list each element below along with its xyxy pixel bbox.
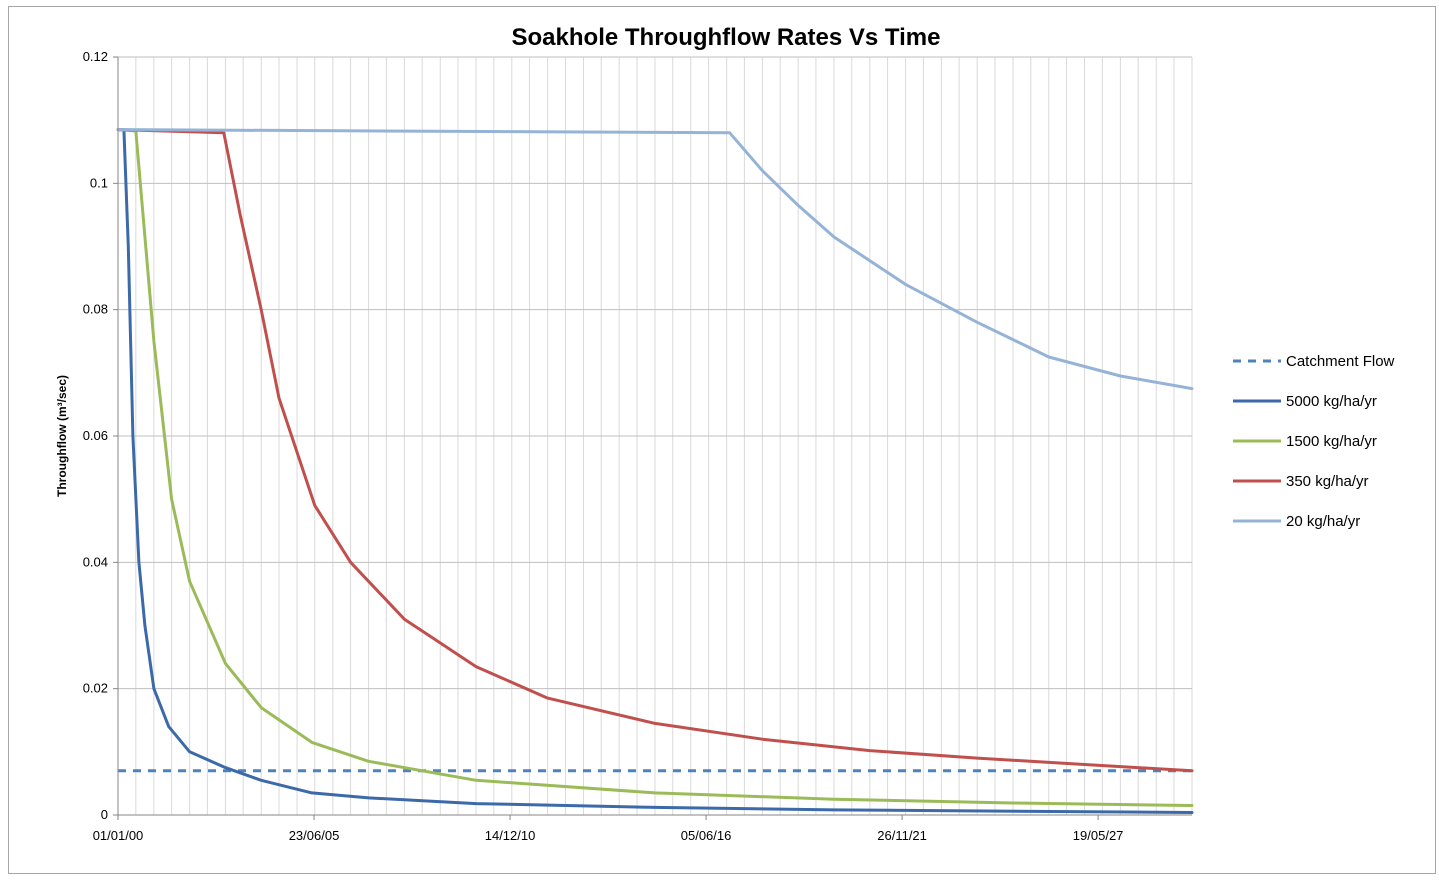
- series-line-3: [116, 128, 1194, 773]
- y-tick-label: 0.02: [83, 681, 108, 696]
- legend: Catchment Flow 5000 kg/ha/yr 1500 kg/ha/yr…: [1233, 353, 1395, 530]
- legend-label-2: 1500 kg/ha/yr: [1286, 433, 1377, 450]
- chart-frame: [8, 6, 1436, 874]
- series-line-2: [116, 128, 1194, 807]
- legend-label-3: 350 kg/ha/yr: [1286, 473, 1369, 490]
- legend-label-4: 20 kg/ha/yr: [1286, 513, 1360, 530]
- y-tick-label: 0: [101, 807, 108, 822]
- series-line-1: [116, 128, 1194, 814]
- x-tick-label: 23/06/05: [289, 828, 340, 843]
- legend-label-1: 5000 kg/ha/yr: [1286, 393, 1377, 410]
- x-tick-label: 19/05/27: [1073, 828, 1124, 843]
- axes: [113, 56, 1192, 820]
- y-tick-label: 0.08: [83, 302, 108, 317]
- y-tick-label: 0.04: [83, 554, 108, 569]
- chart-title: Soakhole Throughflow Rates Vs Time: [512, 24, 941, 51]
- series-group: [116, 128, 1194, 814]
- x-tick-label: 05/06/16: [681, 828, 732, 843]
- y-tick-label: 0.12: [83, 49, 108, 64]
- y-tick-label: 0.06: [83, 428, 108, 443]
- y-tick-label: 0.1: [90, 175, 108, 190]
- legend-label-0: Catchment Flow: [1286, 353, 1395, 370]
- grid: [118, 56, 1193, 816]
- series-line-4: [116, 128, 1194, 391]
- y-axis-label: Throughflow (m³/sec): [55, 375, 69, 497]
- x-tick-label: 26/11/21: [877, 828, 927, 843]
- x-tick-label: 14/12/10: [485, 828, 536, 843]
- tick-labels: 0 0.02 0.04 0.06 0.08 0.1 0.12 01/01/00 23/06/05…: [83, 49, 1124, 843]
- x-tick-label: 01/01/00: [93, 828, 144, 843]
